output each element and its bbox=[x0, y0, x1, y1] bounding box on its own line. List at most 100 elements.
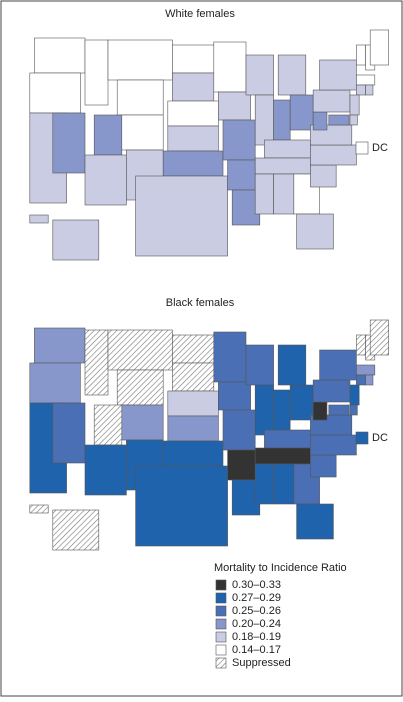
state bbox=[218, 91, 251, 121]
state bbox=[356, 364, 376, 376]
state bbox=[365, 84, 374, 96]
state bbox=[254, 463, 274, 505]
state bbox=[84, 154, 127, 206]
state bbox=[172, 334, 215, 364]
state bbox=[310, 144, 357, 166]
state bbox=[356, 374, 366, 386]
state bbox=[328, 114, 350, 126]
state bbox=[222, 409, 256, 451]
state bbox=[116, 79, 164, 116]
legend-swatch bbox=[215, 618, 227, 630]
state bbox=[254, 157, 311, 175]
state bbox=[310, 454, 337, 478]
state bbox=[135, 175, 228, 257]
state bbox=[254, 173, 274, 215]
legend-swatch bbox=[215, 644, 227, 656]
state bbox=[29, 72, 81, 114]
dc-label: DC bbox=[372, 142, 388, 154]
state bbox=[356, 74, 376, 86]
state bbox=[273, 99, 291, 141]
state bbox=[162, 440, 224, 467]
state bbox=[29, 362, 81, 404]
state bbox=[213, 331, 247, 383]
map-title: Black females bbox=[166, 297, 235, 309]
legend-label: 0.20–0.24 bbox=[232, 618, 281, 630]
state bbox=[52, 509, 100, 551]
state bbox=[349, 114, 358, 126]
state bbox=[167, 390, 219, 417]
state bbox=[93, 114, 123, 156]
state bbox=[349, 94, 360, 116]
state bbox=[254, 94, 274, 146]
state bbox=[310, 164, 337, 188]
legend-title: Mortality to Incidence Ratio bbox=[214, 562, 347, 574]
state bbox=[29, 214, 49, 224]
legend-swatch bbox=[215, 579, 227, 591]
state bbox=[312, 401, 328, 421]
state bbox=[121, 114, 164, 151]
legend-label: 0.30–0.33 bbox=[232, 579, 281, 591]
state bbox=[254, 384, 274, 436]
state bbox=[319, 59, 357, 91]
state bbox=[34, 37, 86, 74]
dc-label: DC bbox=[372, 432, 388, 444]
state bbox=[319, 349, 357, 381]
state bbox=[116, 369, 164, 406]
state bbox=[222, 119, 256, 161]
state bbox=[135, 465, 228, 547]
state bbox=[172, 362, 215, 392]
state bbox=[52, 219, 100, 261]
state bbox=[34, 327, 86, 364]
state bbox=[84, 329, 109, 396]
state bbox=[356, 44, 366, 66]
state bbox=[121, 404, 164, 441]
legend-swatch bbox=[215, 657, 227, 669]
state bbox=[254, 447, 311, 465]
state bbox=[29, 504, 49, 514]
state bbox=[365, 374, 374, 386]
state bbox=[312, 379, 351, 403]
state bbox=[172, 44, 215, 74]
state bbox=[264, 429, 311, 449]
legend-swatch bbox=[215, 605, 227, 617]
state bbox=[356, 84, 366, 96]
state bbox=[107, 329, 173, 371]
dc-box bbox=[355, 431, 369, 445]
state bbox=[167, 415, 219, 442]
state bbox=[310, 434, 357, 456]
dc-box bbox=[355, 141, 369, 155]
state bbox=[172, 72, 215, 102]
state bbox=[84, 39, 109, 106]
state bbox=[312, 89, 351, 113]
legend-swatch bbox=[215, 592, 227, 604]
legend-label: 0.27–0.29 bbox=[232, 592, 281, 604]
legend-label: 0.25–0.26 bbox=[232, 605, 281, 617]
state bbox=[167, 125, 219, 152]
map-title: White females bbox=[165, 8, 235, 20]
state bbox=[349, 384, 360, 406]
state bbox=[264, 139, 311, 159]
state bbox=[107, 39, 173, 81]
state bbox=[369, 29, 389, 66]
state bbox=[52, 402, 86, 464]
state bbox=[312, 111, 328, 131]
state bbox=[277, 344, 307, 386]
state bbox=[162, 150, 224, 177]
state bbox=[218, 381, 251, 411]
state bbox=[296, 503, 334, 540]
state bbox=[227, 159, 256, 191]
state bbox=[356, 334, 366, 356]
state bbox=[227, 449, 256, 481]
state bbox=[273, 173, 295, 215]
state bbox=[296, 213, 334, 250]
legend-label: 0.18–0.19 bbox=[232, 631, 281, 643]
legend-label: 0.14–0.17 bbox=[232, 644, 281, 656]
state bbox=[369, 319, 389, 356]
state bbox=[167, 100, 219, 127]
state bbox=[52, 112, 86, 174]
state bbox=[245, 344, 274, 386]
state bbox=[93, 404, 123, 446]
state bbox=[213, 41, 247, 93]
